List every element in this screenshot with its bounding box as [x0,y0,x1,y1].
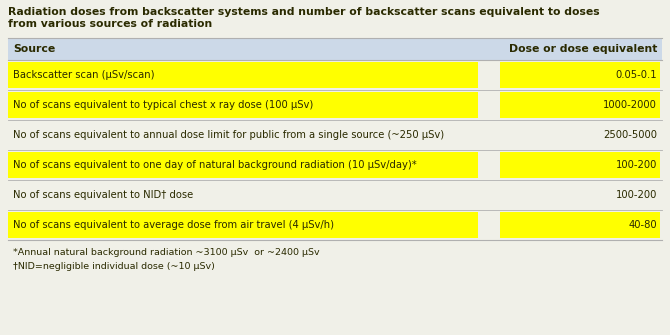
Text: No of scans equivalent to one day of natural background radiation (10 μSv/day)*: No of scans equivalent to one day of nat… [13,160,417,170]
Text: Source: Source [13,44,55,54]
Text: *Annual natural background radiation ~3100 μSv  or ~2400 μSv: *Annual natural background radiation ~31… [13,248,320,257]
Text: 100-200: 100-200 [616,190,657,200]
Text: 100-200: 100-200 [616,160,657,170]
Text: 40-80: 40-80 [628,220,657,230]
Text: Radiation doses from backscatter systems and number of backscatter scans equival: Radiation doses from backscatter systems… [8,7,600,17]
Text: 0.05-0.1: 0.05-0.1 [615,70,657,80]
Text: Backscatter scan (μSv/scan): Backscatter scan (μSv/scan) [13,70,155,80]
Bar [500,62,660,88]
Text: No of scans equivalent to average dose from air travel (4 μSv/h): No of scans equivalent to average dose f… [13,220,334,230]
Bar [500,212,660,238]
Text: No of scans equivalent to typical chest x ray dose (100 μSv): No of scans equivalent to typical chest … [13,100,314,110]
Bar [8,38,662,60]
Bar [8,212,478,238]
Bar [8,152,478,178]
Text: 1000-2000: 1000-2000 [603,100,657,110]
Bar [500,152,660,178]
Text: from various sources of radiation: from various sources of radiation [8,19,212,29]
Text: No of scans equivalent to NID† dose: No of scans equivalent to NID† dose [13,190,193,200]
Bar [500,92,660,118]
Text: Dose or dose equivalent: Dose or dose equivalent [509,44,657,54]
Bar [8,92,478,118]
Text: 2500-5000: 2500-5000 [603,130,657,140]
Text: †NID=negligible individual dose (~10 μSv): †NID=negligible individual dose (~10 μSv… [13,262,215,271]
Text: No of scans equivalent to annual dose limit for public from a single source (~25: No of scans equivalent to annual dose li… [13,130,444,140]
Bar [8,62,478,88]
